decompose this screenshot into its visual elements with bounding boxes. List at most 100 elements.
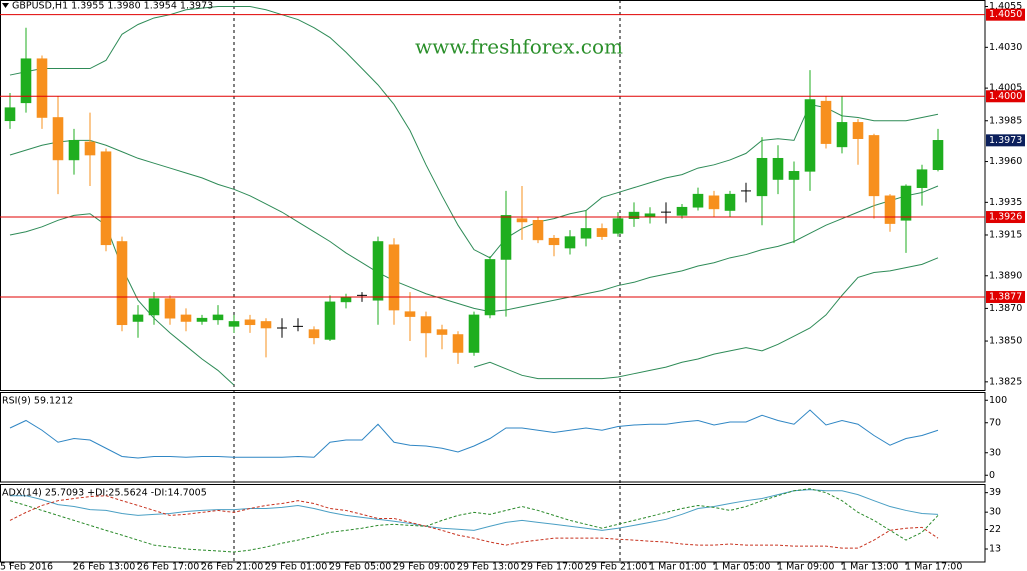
indicator-line xyxy=(9,139,939,313)
x-tick-label: 1 Mar 01:00 xyxy=(649,562,706,571)
candle-body xyxy=(180,314,192,322)
candle-body xyxy=(820,100,832,144)
candle-body xyxy=(260,321,272,329)
panel-plot xyxy=(4,6,944,386)
candle-body xyxy=(132,314,144,322)
y-tick-label: 100 xyxy=(989,395,1007,406)
x-tick-label: 1 Mar 17:00 xyxy=(905,562,962,571)
level-label-box xyxy=(986,8,1025,21)
x-tick-label: 1 Mar 13:00 xyxy=(841,562,898,571)
candle-body xyxy=(4,107,16,122)
plot-layer xyxy=(4,6,944,553)
y-tick-label: 1.4055 xyxy=(989,1,1022,12)
y-tick-label: 0 xyxy=(989,470,995,481)
candle-body xyxy=(756,157,768,197)
candle-body xyxy=(468,314,480,353)
candle-body xyxy=(228,321,240,327)
x-tick-label: 29 Feb 01:00 xyxy=(265,562,327,571)
y-tick-label: 1.3870 xyxy=(989,303,1022,314)
x-tick-label: 26 Feb 17:00 xyxy=(137,562,199,571)
candle-body xyxy=(532,219,544,241)
candle-body xyxy=(708,195,720,210)
indicator-line xyxy=(9,488,939,553)
y-tick-label: 1.3985 xyxy=(989,115,1022,126)
candle-body xyxy=(772,157,784,180)
indicator-line xyxy=(9,495,939,549)
menu-triangle xyxy=(2,3,9,8)
x-tick-label: 5 Feb 2016 xyxy=(0,562,53,571)
x-tick-label: 29 Feb 13:00 xyxy=(457,562,519,571)
candle-body xyxy=(580,228,592,239)
candle-body xyxy=(388,244,400,311)
candle-body xyxy=(212,314,224,321)
candle-body xyxy=(564,236,576,249)
level-label: 1.3926 xyxy=(989,212,1022,223)
candle-body xyxy=(692,193,704,208)
candle-body xyxy=(340,296,352,303)
candle-body xyxy=(116,241,128,326)
x-tick-label: 26 Feb 21:00 xyxy=(201,562,263,571)
candle-body xyxy=(68,140,80,161)
candle-body xyxy=(804,99,816,172)
x-tick-label: 29 Feb 05:00 xyxy=(329,562,391,571)
candle-body xyxy=(676,206,688,216)
candle-body xyxy=(148,298,160,316)
candle-body xyxy=(36,58,48,118)
candle-body xyxy=(100,151,112,246)
y-tick-label: 1.3935 xyxy=(989,197,1022,208)
price-panel-frame xyxy=(0,0,986,391)
candle-body xyxy=(420,316,432,334)
x-tick-label: 29 Feb 21:00 xyxy=(585,562,647,571)
candle-body xyxy=(516,218,528,223)
y-tick-label: 1.3915 xyxy=(989,229,1022,240)
y-tick-label: 70 xyxy=(989,417,1001,428)
y-tick-label: 30 xyxy=(989,447,1001,458)
x-tick-label: 1 Mar 09:00 xyxy=(777,562,834,571)
y-tick-label: 1.3890 xyxy=(989,270,1022,281)
candle-body xyxy=(612,218,624,234)
panel-title: ADX(14) 25.7093 +DI:25.5624 -DI:14.7005 xyxy=(2,488,207,499)
candle-body xyxy=(868,135,880,197)
x-tick-label: 29 Feb 09:00 xyxy=(393,562,455,571)
panel-plot xyxy=(9,488,939,553)
candle-body xyxy=(916,169,928,188)
candle-body xyxy=(900,185,912,221)
y-tick-label: 22 xyxy=(989,524,1001,535)
candle-body xyxy=(884,195,896,224)
panel-title: GBPUSD,H1 1.3955 1.3980 1.3954 1.3973 xyxy=(12,1,213,12)
level-label-box xyxy=(986,290,1025,303)
candle-body xyxy=(324,301,336,340)
candle-body xyxy=(164,298,176,319)
x-tick-label: 26 Feb 13:00 xyxy=(73,562,135,571)
candle-body xyxy=(308,329,320,339)
candle-body xyxy=(596,228,608,237)
y-tick-label: 39 xyxy=(989,487,1001,498)
y-tick-label: 1.3825 xyxy=(989,376,1022,387)
candle-body xyxy=(20,58,32,104)
y-tick-label: 1.3960 xyxy=(989,156,1022,167)
level-label-box xyxy=(986,211,1025,224)
candle-body xyxy=(244,319,256,326)
level-label: 1.3877 xyxy=(989,291,1022,302)
last-price-box xyxy=(986,134,1025,147)
last-price-label: 1.3973 xyxy=(989,135,1022,146)
candle-body xyxy=(484,259,496,316)
candle-body xyxy=(628,211,640,219)
candle-body xyxy=(404,311,416,317)
y-tick-label: 1.4030 xyxy=(989,42,1022,53)
y-tick-label: 1.4005 xyxy=(989,83,1022,94)
candle-body xyxy=(500,215,512,260)
x-tick-label: 29 Feb 17:00 xyxy=(521,562,583,571)
level-label: 1.4000 xyxy=(989,91,1022,102)
y-tick-label: 13 xyxy=(989,544,1001,555)
indicator-line xyxy=(9,409,939,459)
candle-body xyxy=(436,329,448,335)
panel-title: RSI(9) 59.1212 xyxy=(2,396,73,407)
x-tick-label: 1 Mar 05:00 xyxy=(713,562,770,571)
candle-body xyxy=(852,122,864,140)
rsi-panel-frame xyxy=(0,392,986,483)
candle-body xyxy=(452,334,464,353)
candle-body xyxy=(196,317,208,322)
y-tick-label: 30 xyxy=(989,507,1001,518)
